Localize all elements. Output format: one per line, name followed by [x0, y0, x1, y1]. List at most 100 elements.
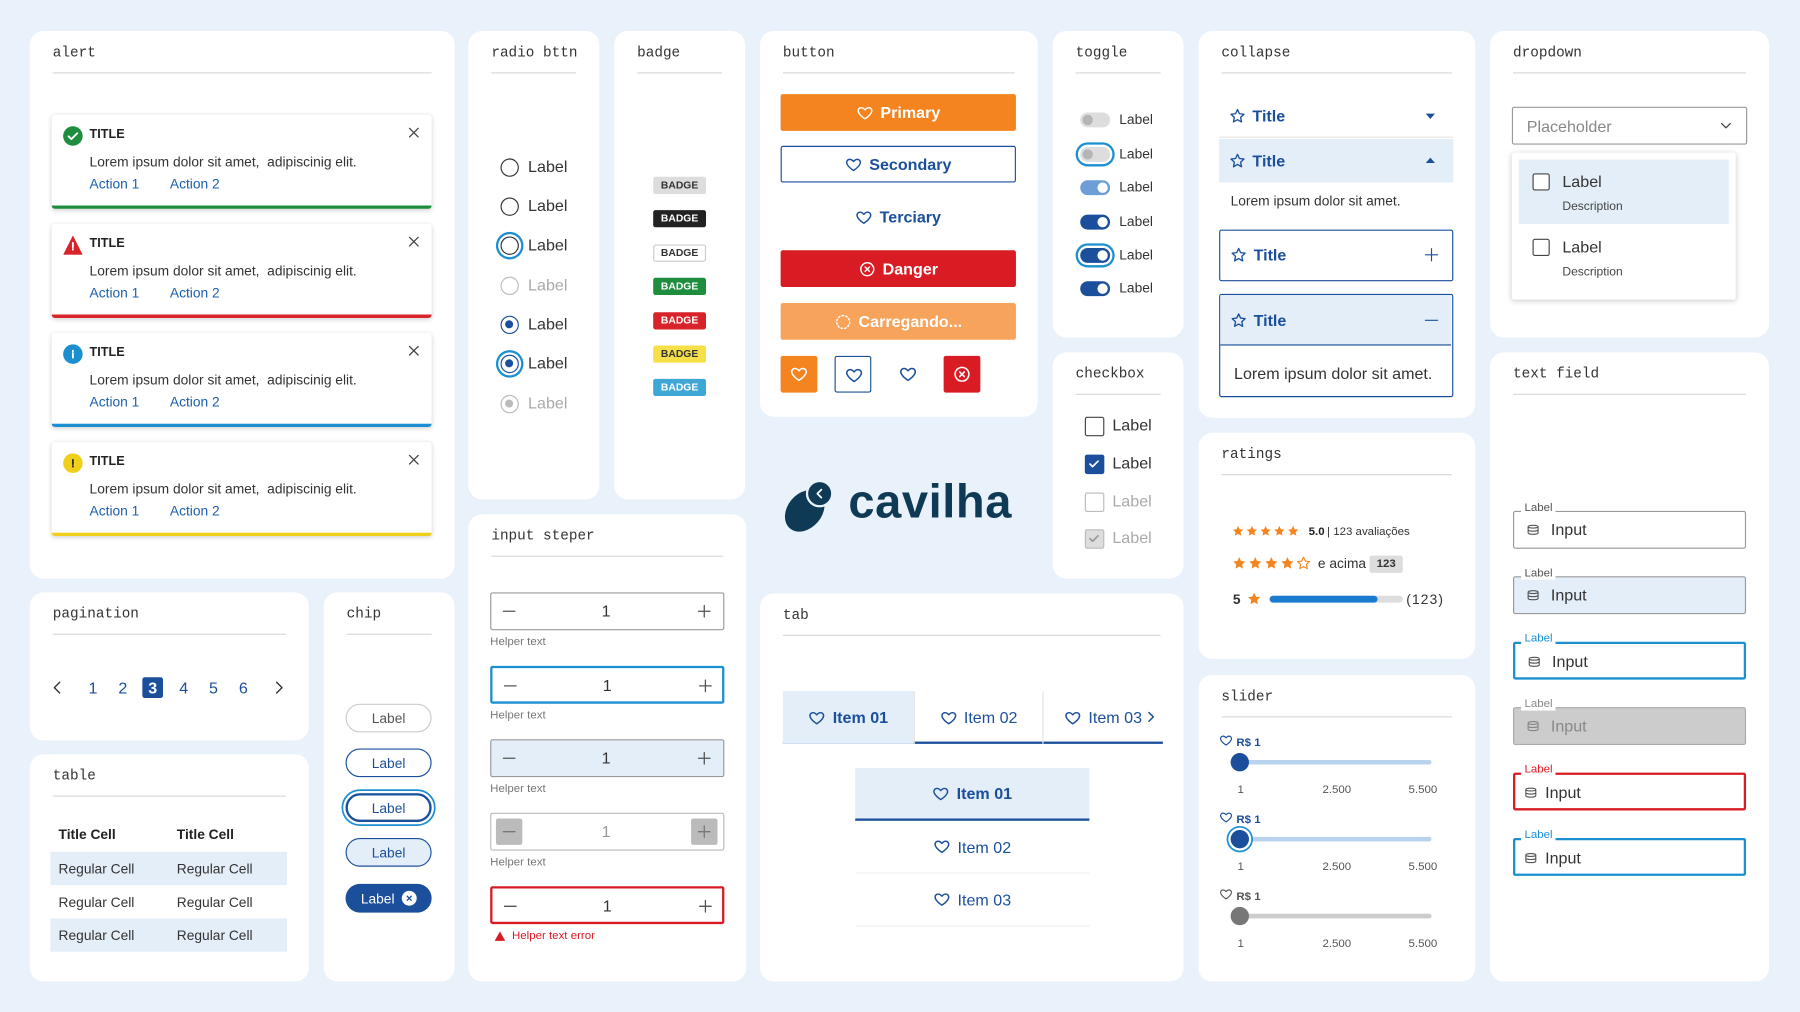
page-number[interactable]: 4 [179, 678, 189, 697]
radio[interactable] [500, 276, 519, 296]
checkbox[interactable] [1084, 492, 1105, 512]
stepper[interactable]: 1 [490, 592, 725, 631]
table-cell: Regular Cell [176, 860, 253, 878]
alert-action[interactable]: Action 1 [89, 393, 140, 410]
slider-thumb[interactable] [1230, 829, 1249, 849]
radio[interactable] [500, 236, 519, 255]
chip[interactable]: Label [345, 838, 432, 867]
stepper-increment[interactable] [691, 818, 718, 845]
alert-action[interactable]: Action 2 [169, 502, 220, 519]
text-input[interactable]: Input [1513, 772, 1747, 811]
radio[interactable] [500, 394, 519, 414]
toggle[interactable] [1080, 281, 1111, 297]
page-number[interactable]: 2 [118, 678, 128, 697]
slider-thumb[interactable] [1230, 906, 1249, 926]
input-label: Label [1521, 828, 1557, 842]
checkbox[interactable] [1084, 416, 1105, 437]
button[interactable]: Secondary [780, 145, 1016, 183]
button[interactable]: Carregando... [780, 303, 1016, 340]
collapse-item[interactable]: Title [1219, 229, 1454, 282]
radio[interactable] [500, 354, 519, 374]
alert-action[interactable]: Action 1 [89, 502, 140, 519]
chip[interactable]: Label [345, 793, 432, 822]
alert-action[interactable]: Action 1 [89, 175, 140, 192]
chip[interactable]: Label [345, 883, 432, 913]
stepper[interactable]: 1 [490, 886, 725, 925]
icon-button[interactable] [834, 355, 872, 393]
alert-action[interactable]: Action 2 [169, 393, 220, 410]
radio[interactable] [500, 158, 519, 177]
toggle[interactable] [1080, 247, 1111, 263]
divider [491, 555, 724, 557]
radio[interactable] [500, 315, 519, 335]
chip-remove[interactable] [401, 890, 417, 906]
collapse-item[interactable]: Title Lorem ipsum dolor sit amet. [1219, 293, 1454, 398]
icon-shape [1424, 248, 1439, 262]
stepper[interactable]: 1 [490, 665, 725, 704]
icon-button[interactable] [780, 355, 818, 393]
tab[interactable]: Item 03 [855, 874, 1090, 927]
text-input[interactable]: Input [1513, 641, 1747, 680]
icon-shape [1527, 590, 1539, 601]
collapse-item[interactable]: Title [1219, 138, 1454, 183]
page-number[interactable]: 6 [238, 678, 248, 697]
radio[interactable] [500, 197, 519, 216]
stepper-increment[interactable] [692, 893, 718, 919]
dropdown-option[interactable]: Label Description [1519, 225, 1729, 289]
option-label: Label [1562, 172, 1602, 191]
toggle[interactable] [1080, 180, 1111, 196]
icon-excl [71, 241, 74, 251]
toggle[interactable] [1080, 146, 1111, 162]
slider-thumb[interactable] [1230, 753, 1249, 772]
tab[interactable]: Item 02 [913, 691, 1043, 744]
alert-action[interactable]: Action 2 [169, 175, 220, 192]
page-number[interactable]: 3 [142, 677, 164, 698]
tab[interactable]: Item 02 [855, 821, 1090, 874]
icon-button[interactable] [943, 355, 981, 393]
icon-heart [846, 368, 863, 383]
stepper-decrement[interactable] [497, 673, 523, 699]
icon-button[interactable] [890, 356, 927, 393]
stepper-increment[interactable] [692, 673, 718, 699]
icon-shape [1527, 524, 1539, 535]
checkbox[interactable] [1084, 454, 1105, 475]
stepper-decrement[interactable] [496, 598, 522, 624]
button[interactable]: Terciary [781, 199, 1016, 236]
tab[interactable]: Item 01 [855, 767, 1090, 821]
tab[interactable]: Item 03 [1042, 691, 1163, 744]
alert-action[interactable]: Action 2 [169, 284, 220, 301]
toggle[interactable] [1080, 214, 1111, 230]
tab[interactable]: Item 01 [782, 691, 914, 744]
text-input[interactable]: Input [1513, 838, 1747, 876]
stepper-increment[interactable] [691, 598, 717, 624]
icon-shape [954, 366, 970, 382]
stepper-decrement[interactable] [496, 745, 522, 771]
stepper-decrement[interactable] [497, 893, 523, 919]
button[interactable]: Danger [780, 250, 1016, 287]
tab-label: Item 02 [957, 837, 1012, 856]
chip[interactable]: Label [345, 748, 432, 778]
stepper[interactable]: 1 [490, 739, 725, 778]
collapse-header: Title [1220, 295, 1452, 346]
alert-item: TITLE Lorem ipsum dolor sit amet, adipisc… [51, 332, 432, 428]
icon-shape [940, 711, 956, 724]
page-number[interactable]: 5 [209, 678, 218, 697]
alert-item: TITLE Lorem ipsum dolor sit amet, adipisc… [51, 223, 432, 318]
select[interactable]: Placeholder [1511, 106, 1748, 145]
stepper-decrement[interactable] [495, 818, 523, 845]
button[interactable]: Primary [780, 94, 1016, 131]
text-input[interactable]: Input [1513, 576, 1747, 615]
tab-label: Item 03 [957, 890, 1012, 909]
alert-action[interactable]: Action 1 [89, 284, 140, 301]
page-number[interactable]: 1 [88, 678, 98, 697]
collapse-item[interactable]: Title [1219, 94, 1454, 138]
stepper[interactable]: 1 [490, 812, 725, 851]
text-input[interactable]: Input [1513, 510, 1747, 549]
dropdown-option[interactable]: Label Description [1518, 159, 1729, 224]
chip[interactable]: Label [345, 703, 432, 733]
checkbox[interactable] [1084, 529, 1105, 549]
text-input[interactable]: Input [1513, 707, 1747, 746]
stepper-increment[interactable] [691, 745, 717, 771]
icon-shape [816, 488, 823, 499]
toggle[interactable] [1080, 112, 1111, 128]
